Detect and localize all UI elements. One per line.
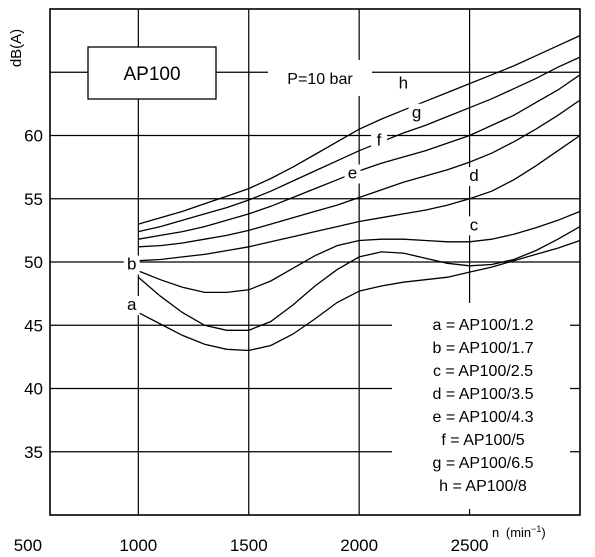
legend: a = AP100/1.2 b = AP100/1.7 c = AP100/2.5 d… (392, 303, 570, 509)
curve-label-f: f (377, 131, 382, 150)
x-tick-label: 500 (14, 536, 42, 555)
curve-label-c: c (470, 215, 479, 234)
y-tick-label: 40 (24, 380, 43, 399)
x-axis-label: n (min−1) (492, 524, 546, 540)
y-tick-label: 55 (24, 190, 43, 209)
series-line-h (138, 35, 581, 225)
legend-item-f: f = AP100/5 (441, 432, 524, 449)
curve-label-a: a (127, 295, 137, 314)
legend-item-g: g = AP100/6.5 (433, 455, 534, 472)
x-tick-label: 2000 (340, 536, 378, 555)
plot-frame (49, 8, 581, 516)
curve-label-g: g (412, 103, 421, 122)
curve-label-b: b (127, 255, 136, 274)
y-tick-label: 45 (24, 316, 43, 335)
x-tick-label: 1000 (119, 536, 157, 555)
chart-title: AP100 (123, 64, 180, 85)
x-tick-label: 1500 (230, 536, 268, 555)
series-line-b (137, 226, 581, 331)
legend-item-b: b = AP100/1.7 (433, 340, 534, 357)
x-tick-label: 2500 (451, 536, 489, 555)
series-line-c (138, 210, 581, 294)
axis-ticks: 35 40 45 50 55 60 500 1000 1500 2000 2500 (14, 127, 489, 556)
legend-item-d: d = AP100/3.5 (433, 386, 534, 403)
series-line-d (138, 134, 581, 262)
legend-item-h: h = AP100/8 (439, 478, 527, 495)
title-box: AP100 (87, 46, 217, 100)
y-tick-label: 35 (24, 443, 43, 462)
y-axis-label: dB(A) (8, 29, 25, 67)
curve-label-e: e (348, 164, 357, 183)
curve-label-d: d (469, 166, 478, 185)
curve-label-h: h (399, 74, 408, 93)
legend-item-c: c = AP100/2.5 (433, 363, 533, 380)
pressure-condition: P=10 bar (287, 71, 353, 88)
series-line-a (138, 239, 581, 352)
series-line-e (138, 99, 581, 248)
series-line-g (138, 56, 581, 233)
y-tick-label: 60 (24, 127, 43, 146)
legend-item-e: e = AP100/4.3 (433, 409, 534, 426)
curve-labels: a b c d e f gh (123, 74, 482, 316)
legend-item-a: a = AP100/1.2 (433, 317, 534, 334)
y-tick-label: 50 (24, 253, 43, 272)
